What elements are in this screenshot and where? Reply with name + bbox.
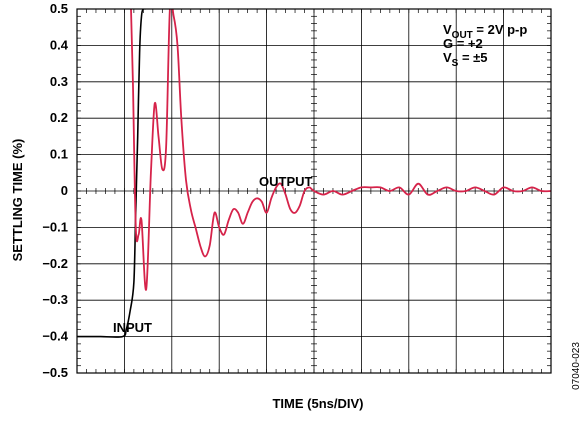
y-tick-label: −0.3: [42, 292, 68, 307]
figure-id: 07040-023: [571, 342, 582, 390]
y-tick-label: −0.2: [42, 256, 68, 271]
y-tick-label: 0.5: [50, 1, 68, 16]
plot-frame: [76, 8, 552, 374]
series-group: [77, 9, 551, 338]
output-annotation: OUTPUT: [259, 174, 313, 189]
condition-gain: G = +2: [443, 36, 483, 51]
y-tick-label: 0.4: [50, 37, 69, 52]
series-line-input: [77, 9, 146, 338]
y-tick-label: −0.4: [42, 329, 68, 344]
y-tick-label: −0.1: [42, 219, 68, 234]
y-axis-title: SETTLING TIME (%): [10, 139, 25, 262]
y-axis-ticks: 0.5 0.4 0.3 0.2 0.1 0 −0.1 −0.2 −0.3 −0.4 −0.5: [42, 1, 68, 380]
x-axis-title: TIME (5ns/DIV): [272, 396, 363, 411]
condition-vs: VS = ±5: [443, 50, 488, 69]
series-line-output: [130, 9, 551, 291]
y-tick-label: 0: [61, 183, 68, 198]
conditions-legend: VOUT = 2V p-p G = +2 VS = ±5: [443, 22, 527, 69]
y-tick-label: −0.5: [42, 365, 68, 380]
y-tick-label: 0.2: [50, 110, 68, 125]
y-tick-label: 0.1: [50, 147, 68, 162]
input-annotation: INPUT: [113, 320, 152, 335]
y-tick-label: 0.3: [50, 74, 68, 89]
condition-vout: VOUT = 2V p-p: [443, 22, 527, 41]
